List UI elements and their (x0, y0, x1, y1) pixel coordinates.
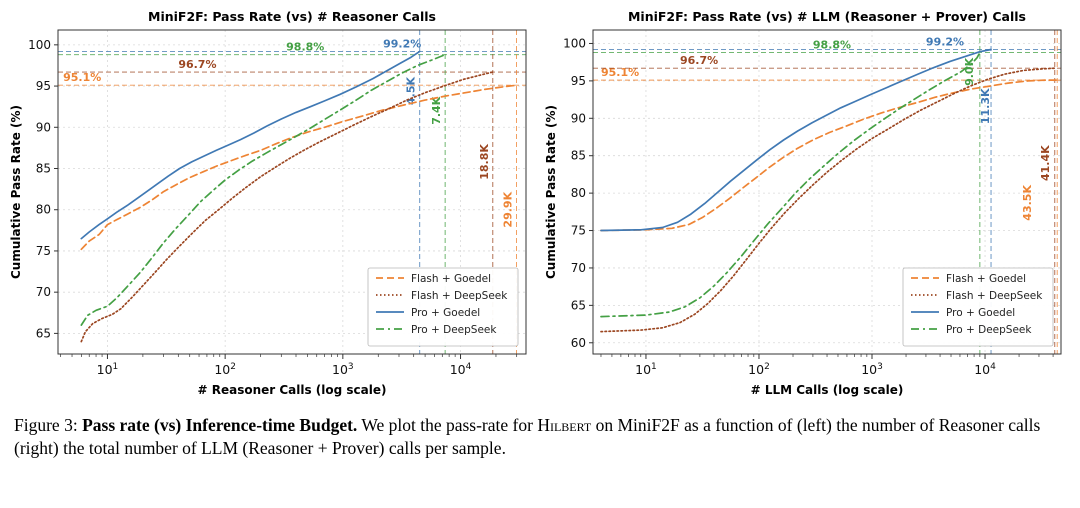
svg-text:103: 103 (861, 362, 883, 377)
svg-text:70: 70 (36, 285, 51, 299)
svg-text:7.4K: 7.4K (430, 96, 443, 124)
caption-body-2: on MiniF2F as a function of (left) the n… (14, 415, 1041, 459)
svg-text:Pro + DeepSeek: Pro + DeepSeek (411, 324, 497, 336)
figure-page: 95.1% 96.7% 98.8% 99.2% 4.5K 7.4K 18.8K 29.9K 65… (9, 9, 1066, 460)
caption-figure-number: Figure 3: (14, 415, 83, 435)
svg-text:80: 80 (571, 186, 586, 200)
svg-text:101: 101 (97, 362, 119, 377)
svg-text:Pro + Goedel: Pro + Goedel (946, 307, 1015, 319)
svg-text:102: 102 (214, 362, 236, 377)
svg-text:Flash + DeepSeek: Flash + DeepSeek (946, 290, 1043, 302)
svg-text:80: 80 (36, 203, 51, 217)
svg-text:70: 70 (571, 261, 586, 275)
svg-text:98.8%: 98.8% (286, 41, 324, 54)
svg-text:90: 90 (36, 120, 51, 134)
svg-text:98.8%: 98.8% (813, 38, 851, 51)
svg-text:95.1%: 95.1% (63, 71, 101, 84)
svg-text:99.2%: 99.2% (383, 37, 421, 50)
svg-text:103: 103 (332, 362, 354, 377)
svg-text:11.3K: 11.3K (979, 88, 992, 124)
svg-text:104: 104 (450, 362, 472, 377)
svg-text:29.9K: 29.9K (502, 191, 515, 227)
svg-text:# Reasoner Calls (log scale): # Reasoner Calls (log scale) (197, 383, 386, 397)
charts-row: 95.1% 96.7% 98.8% 99.2% 4.5K 7.4K 18.8K 29.9K 65… (9, 9, 1062, 397)
svg-text:18.8K: 18.8K (478, 144, 491, 180)
caption-hilbert-smallcaps: Hilbert (537, 415, 592, 435)
svg-text:4.5K: 4.5K (405, 77, 418, 105)
svg-text:Flash + DeepSeek: Flash + DeepSeek (411, 290, 508, 302)
svg-text:85: 85 (36, 162, 51, 176)
svg-text:65: 65 (571, 298, 586, 312)
svg-text:9.0K: 9.0K (963, 57, 976, 85)
svg-text:102: 102 (748, 362, 770, 377)
svg-text:Pro + Goedel: Pro + Goedel (411, 307, 480, 319)
svg-text:65: 65 (36, 326, 51, 340)
pass-rate-vs-reasoner-calls-chart: 95.1% 96.7% 98.8% 99.2% 4.5K 7.4K 18.8K 29.9K 65… (9, 9, 527, 397)
svg-text:95: 95 (36, 79, 51, 93)
svg-text:90: 90 (571, 111, 586, 125)
svg-text:# LLM Calls (log scale): # LLM Calls (log scale) (751, 383, 904, 397)
svg-text:Pro + DeepSeek: Pro + DeepSeek (946, 324, 1032, 336)
svg-text:75: 75 (571, 224, 586, 238)
svg-text:96.7%: 96.7% (178, 58, 216, 71)
svg-text:104: 104 (974, 362, 996, 377)
svg-text:41.4K: 41.4K (1039, 145, 1052, 181)
svg-text:96.7%: 96.7% (680, 54, 718, 67)
svg-text:Flash + Goedel: Flash + Goedel (411, 273, 491, 285)
svg-text:99.2%: 99.2% (926, 35, 964, 48)
svg-text:Cumulative Pass Rate (%): Cumulative Pass Rate (%) (9, 105, 23, 279)
svg-text:85: 85 (571, 149, 586, 163)
svg-text:100: 100 (28, 38, 51, 52)
caption-bold-title: Pass rate (vs) Inference-time Budget. (82, 415, 358, 435)
svg-text:75: 75 (36, 244, 51, 258)
caption-body-1: We plot the pass-rate for (357, 415, 538, 435)
svg-text:95: 95 (571, 74, 586, 88)
svg-text:101: 101 (635, 362, 657, 377)
svg-text:60: 60 (571, 336, 586, 350)
svg-text:95.1%: 95.1% (601, 66, 639, 79)
svg-text:Cumulative Pass Rate (%): Cumulative Pass Rate (%) (544, 105, 558, 279)
svg-text:Flash + Goedel: Flash + Goedel (946, 273, 1026, 285)
svg-text:MiniF2F: Pass Rate (vs) # LLM: MiniF2F: Pass Rate (vs) # LLM (Reasoner … (628, 9, 1026, 24)
svg-text:100: 100 (563, 36, 586, 50)
svg-text:MiniF2F: Pass Rate (vs) # Reas: MiniF2F: Pass Rate (vs) # Reasoner Calls (148, 9, 436, 24)
svg-text:43.5K: 43.5K (1021, 185, 1034, 221)
figure-caption: Figure 3: Pass rate (vs) Inference-time … (14, 414, 1066, 460)
